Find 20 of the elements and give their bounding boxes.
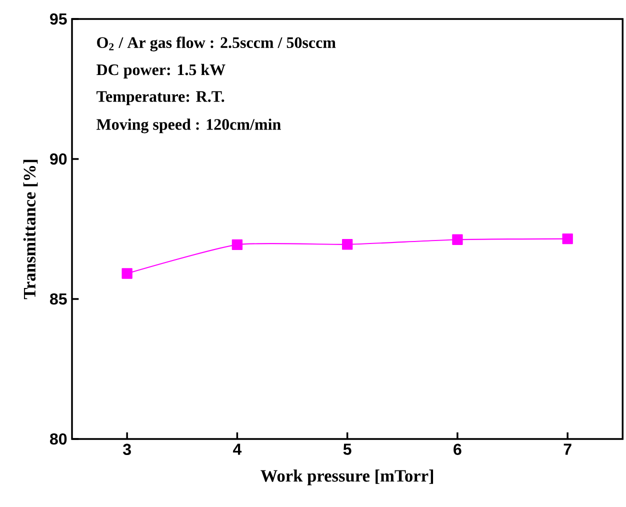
x-tick-label: 4 (233, 444, 242, 455)
x-tick-label: 3 (122, 444, 131, 456)
point (452, 234, 463, 245)
y-tick-label: 80 (50, 433, 67, 445)
annotation: DC power: 1.5 kW (96, 64, 226, 78)
annotation: O$_{2}$ / Ar gas flow : 2.5sccm / 50sccm (97, 36, 336, 52)
point (562, 233, 573, 244)
y-tick-label: 90 (50, 153, 67, 165)
y-tick-label: 85 (50, 293, 67, 305)
point (342, 239, 353, 250)
annotation: Moving speed : 120cm/min (96, 118, 281, 134)
x-axis-title: Work pressure [mTorr] (260, 470, 434, 486)
annotation: Temperature: R.T. (96, 91, 224, 106)
y-tick-label: 95 (50, 13, 67, 25)
x-tick-label: 5 (343, 444, 352, 455)
y-axis-title: Transmittance [%] (23, 160, 38, 300)
point (232, 239, 243, 250)
x-tick-label: 7 (564, 444, 572, 455)
point (122, 268, 132, 279)
x-tick-label: 6 (454, 444, 462, 456)
